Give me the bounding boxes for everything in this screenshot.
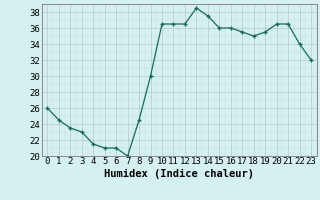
X-axis label: Humidex (Indice chaleur): Humidex (Indice chaleur) [104, 169, 254, 179]
